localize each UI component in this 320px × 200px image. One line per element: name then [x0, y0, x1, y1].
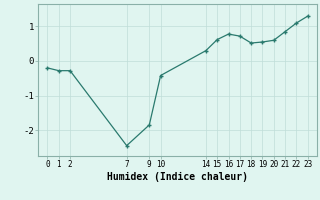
X-axis label: Humidex (Indice chaleur): Humidex (Indice chaleur)	[107, 172, 248, 182]
